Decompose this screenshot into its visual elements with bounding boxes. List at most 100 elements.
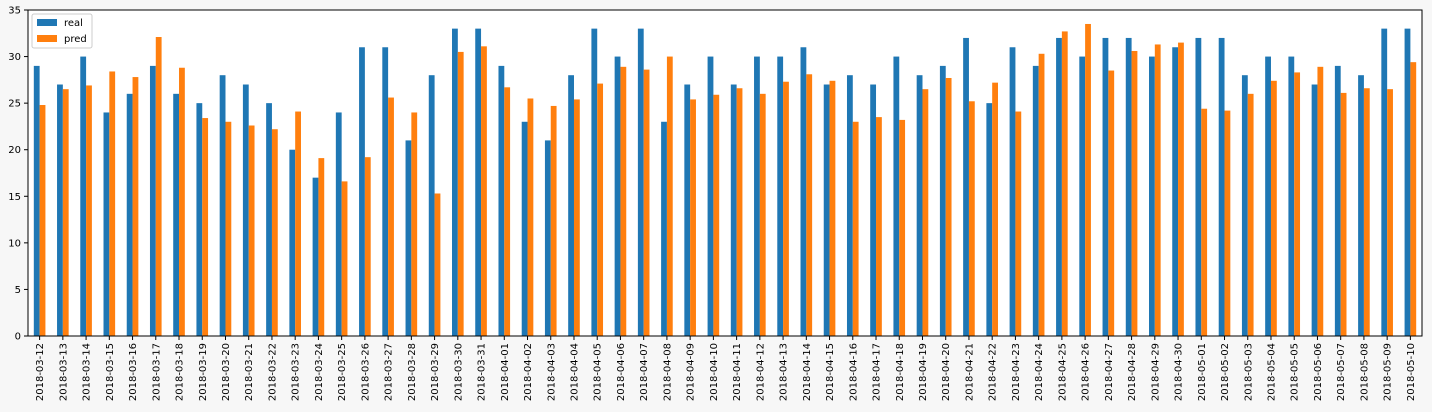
bar-real-2018-04-08 xyxy=(661,121,667,337)
bar-pred-2018-04-30 xyxy=(1178,42,1184,336)
bar-pred-2018-05-04 xyxy=(1270,80,1277,336)
bar-real-2018-04-23 xyxy=(1009,47,1016,336)
bar-real-2018-04-27 xyxy=(1102,37,1109,336)
y-tick-label: 10 xyxy=(8,238,21,249)
x-tick-label: 2018-04-03 xyxy=(546,343,557,401)
x-tick-label: 2018-04-29 xyxy=(1150,343,1161,401)
bar-real-2018-03-18 xyxy=(173,93,180,336)
x-tick-label: 2018-04-25 xyxy=(1057,343,1068,401)
x-tick-label: 2018-03-25 xyxy=(337,343,348,401)
x-tick-label: 2018-03-19 xyxy=(198,343,209,401)
bar-real-2018-04-16 xyxy=(846,75,853,336)
bar-pred-2018-04-10 xyxy=(713,94,720,336)
bar-pred-2018-04-29 xyxy=(1154,44,1161,337)
x-tick-label: 2018-04-02 xyxy=(523,343,534,401)
x-tick-label: 2018-03-20 xyxy=(221,343,232,401)
bar-pred-2018-03-23 xyxy=(295,111,301,336)
bar-pred-2018-05-09 xyxy=(1387,89,1393,336)
y-axis: 0 5 10 15 20 25 30 35 xyxy=(8,6,28,343)
bar-pred-2018-04-07 xyxy=(643,69,650,337)
bar-pred-2018-04-01 xyxy=(504,87,511,336)
bar-real-2018-04-24 xyxy=(1032,65,1039,336)
x-tick-label: 2018-04-04 xyxy=(569,343,580,401)
x-tick-label: 2018-04-22 xyxy=(988,343,999,401)
x-tick-label: 2018-05-04 xyxy=(1266,343,1277,401)
bar-pred-2018-03-16 xyxy=(132,77,139,336)
x-tick-label: 2018-04-15 xyxy=(825,343,836,401)
x-tick-label: 2018-04-08 xyxy=(662,343,673,401)
bar-pred-2018-05-03 xyxy=(1247,93,1254,336)
bar-real-2018-05-07 xyxy=(1334,65,1341,336)
x-tick-label: 2018-03-18 xyxy=(175,343,186,401)
x-tick-label: 2018-04-10 xyxy=(709,343,720,401)
bar-pred-2018-03-24 xyxy=(318,158,325,336)
bar-real-2018-04-11 xyxy=(730,84,737,336)
x-tick-label: 2018-04-17 xyxy=(872,343,883,401)
bar-real-2018-03-19 xyxy=(196,103,203,336)
x-tick-label: 2018-04-06 xyxy=(616,343,627,401)
bar-pred-2018-04-17 xyxy=(876,117,882,336)
x-tick-label: 2018-05-01 xyxy=(1197,343,1208,401)
bar-real-2018-05-02 xyxy=(1218,37,1225,336)
bar-pred-2018-03-21 xyxy=(248,125,255,336)
x-tick-label: 2018-04-01 xyxy=(500,343,511,401)
x-tick-label: 2018-05-08 xyxy=(1359,343,1370,401)
bar-real-2018-03-26 xyxy=(359,47,365,336)
bar-real-2018-04-21 xyxy=(963,37,969,336)
bar-real-2018-04-13 xyxy=(777,56,784,336)
x-tick-label: 2018-04-14 xyxy=(802,343,813,401)
bar-real-2018-03-30 xyxy=(452,28,458,336)
bar-real-2018-04-29 xyxy=(1149,56,1155,336)
bar-pred-2018-03-14 xyxy=(86,85,92,336)
y-tick-label: 20 xyxy=(8,145,21,156)
x-tick-label: 2018-04-28 xyxy=(1127,343,1138,401)
x-tick-label: 2018-04-19 xyxy=(918,343,929,401)
x-tick-label: 2018-04-26 xyxy=(1081,343,1092,401)
y-tick-label: 30 xyxy=(8,52,21,63)
bar-pred-2018-03-22 xyxy=(271,129,278,336)
bar-pred-2018-04-24 xyxy=(1038,53,1045,336)
x-tick-label: 2018-03-23 xyxy=(291,343,302,401)
y-tick-label: 15 xyxy=(8,192,21,203)
bar-real-2018-03-29 xyxy=(428,75,435,336)
x-tick-label: 2018-03-12 xyxy=(35,343,46,401)
x-tick-label: 2018-04-11 xyxy=(732,343,743,401)
bar-real-2018-04-12 xyxy=(754,56,760,336)
bar-pred-2018-04-18 xyxy=(899,119,906,336)
x-tick-label: 2018-03-28 xyxy=(407,343,418,401)
bar-pred-2018-04-11 xyxy=(736,88,743,337)
bar-pred-2018-04-05 xyxy=(597,83,604,336)
x-tick-label: 2018-04-12 xyxy=(755,343,766,401)
bar-real-2018-05-08 xyxy=(1358,75,1364,336)
bar-real-2018-05-03 xyxy=(1241,75,1248,336)
bar-pred-2018-04-22 xyxy=(992,82,998,337)
bar-real-2018-05-09 xyxy=(1381,28,1388,336)
legend-swatch-pred xyxy=(37,35,57,42)
x-tick-label: 2018-04-13 xyxy=(779,343,790,401)
bar-pred-2018-04-14 xyxy=(806,74,813,337)
x-tick-label: 2018-04-18 xyxy=(895,343,906,401)
bar-pred-2018-03-20 xyxy=(225,121,232,337)
bar-real-2018-04-30 xyxy=(1172,47,1179,336)
x-tick-label: 2018-05-02 xyxy=(1220,343,1231,401)
bar-real-2018-04-01 xyxy=(498,65,505,336)
bar-pred-2018-03-31 xyxy=(481,46,487,336)
bar-real-2018-03-14 xyxy=(80,56,87,336)
x-tick-label: 2018-03-13 xyxy=(58,343,69,401)
bar-pred-2018-04-21 xyxy=(968,101,975,336)
bar-real-2018-04-22 xyxy=(986,103,993,336)
bar-pred-2018-04-15 xyxy=(829,80,836,336)
bar-real-2018-04-06 xyxy=(614,56,621,336)
y-tick-label: 5 xyxy=(15,285,21,296)
bar-real-2018-05-05 xyxy=(1288,56,1295,336)
bar-pred-2018-03-27 xyxy=(388,97,394,336)
x-tick-label: 2018-04-30 xyxy=(1174,343,1185,401)
bar-real-2018-03-15 xyxy=(103,112,110,337)
bar-pred-2018-03-12 xyxy=(39,105,46,336)
bar-pred-2018-03-18 xyxy=(179,67,185,336)
bar-pred-2018-04-19 xyxy=(922,89,929,336)
bar-real-2018-04-14 xyxy=(800,47,807,336)
bar-pred-2018-04-28 xyxy=(1131,50,1138,336)
